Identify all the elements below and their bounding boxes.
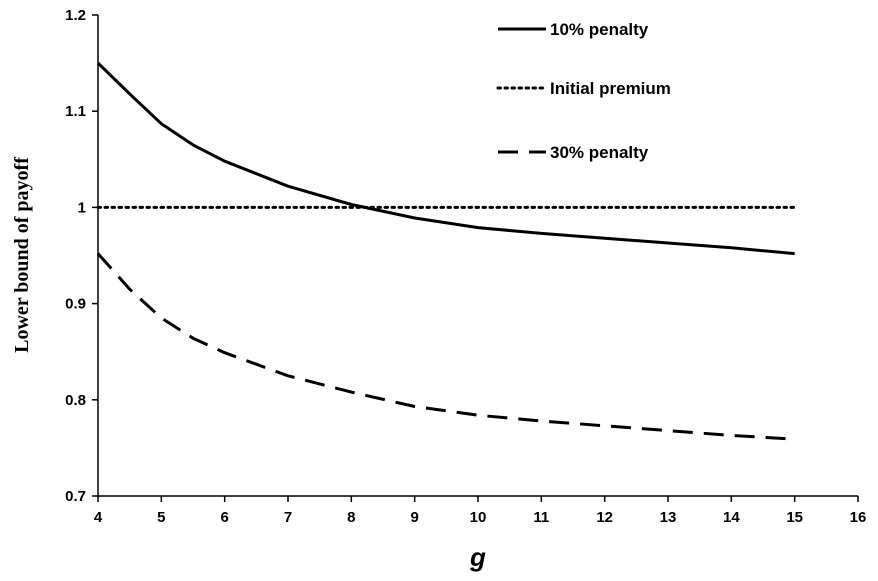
x-axis-title: g (469, 542, 486, 572)
x-tick-label: 7 (284, 509, 292, 526)
series-lines (96, 62, 797, 441)
x-tick-label: 11 (533, 509, 549, 526)
x-tick-label: 8 (347, 509, 355, 526)
y-tick-label: 0.7 (65, 488, 86, 505)
x-tick-label: 4 (94, 509, 103, 526)
x-tick-label: 14 (723, 509, 740, 526)
legend-label-initial-premium: Initial premium (550, 79, 671, 98)
axes (97, 15, 858, 497)
ticks (92, 14, 859, 502)
legend-label-10-penalty: 10% penalty (550, 20, 649, 39)
y-tick-label: 0.9 (65, 296, 86, 313)
tick-labels: 4 5 6 7 8 9 10 11 12 13 14 15 16 0.7 0.8 0.9 1 1.1 1.2 (65, 7, 866, 526)
legend-label-30-penalty: 30% penalty (550, 143, 649, 162)
x-tick-label: 13 (660, 509, 677, 526)
x-tick-label: 10 (470, 509, 487, 526)
x-tick-label: 16 (850, 509, 867, 526)
x-tick-label: 12 (596, 509, 613, 526)
y-tick-label: 1 (78, 199, 86, 216)
y-tick-label: 1.2 (65, 7, 86, 24)
y-tick-label: 1.1 (65, 103, 86, 120)
series-line-10-penalty (96, 62, 795, 256)
x-tick-label: 5 (157, 509, 165, 526)
x-tick-label: 15 (786, 509, 803, 526)
x-tick-label: 6 (220, 509, 228, 526)
y-axis-title: Lower bound of payoff (11, 157, 33, 353)
series-line-30-penalty (96, 252, 795, 441)
legend: 10% penalty Initial premium 30% penalty (496, 20, 671, 162)
x-tick-label: 9 (410, 509, 418, 526)
y-tick-label: 0.8 (65, 392, 86, 409)
